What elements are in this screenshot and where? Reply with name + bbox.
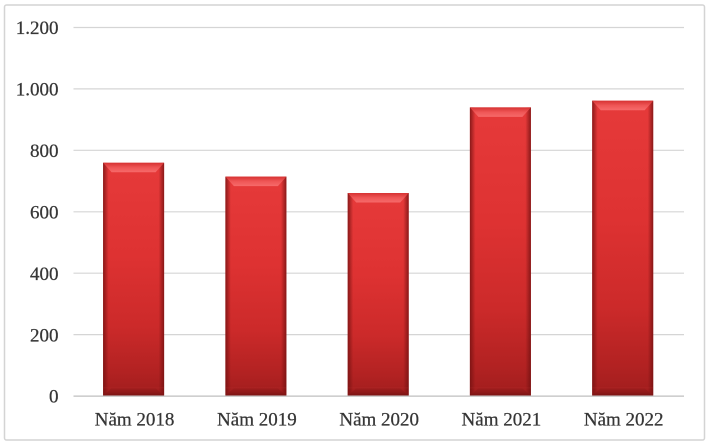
svg-text:1.200: 1.200 xyxy=(16,18,59,39)
svg-text:1.000: 1.000 xyxy=(16,80,59,101)
svg-text:Năm 2018: Năm 2018 xyxy=(95,409,175,430)
svg-text:0: 0 xyxy=(49,387,59,408)
svg-text:Năm 2019: Năm 2019 xyxy=(217,409,297,430)
svg-text:Năm 2021: Năm 2021 xyxy=(462,409,542,430)
svg-text:Năm 2022: Năm 2022 xyxy=(584,409,664,430)
svg-text:200: 200 xyxy=(30,325,59,346)
svg-text:600: 600 xyxy=(30,203,59,224)
svg-text:Năm 2020: Năm 2020 xyxy=(339,409,419,430)
svg-text:800: 800 xyxy=(30,141,59,162)
svg-text:400: 400 xyxy=(30,264,59,285)
